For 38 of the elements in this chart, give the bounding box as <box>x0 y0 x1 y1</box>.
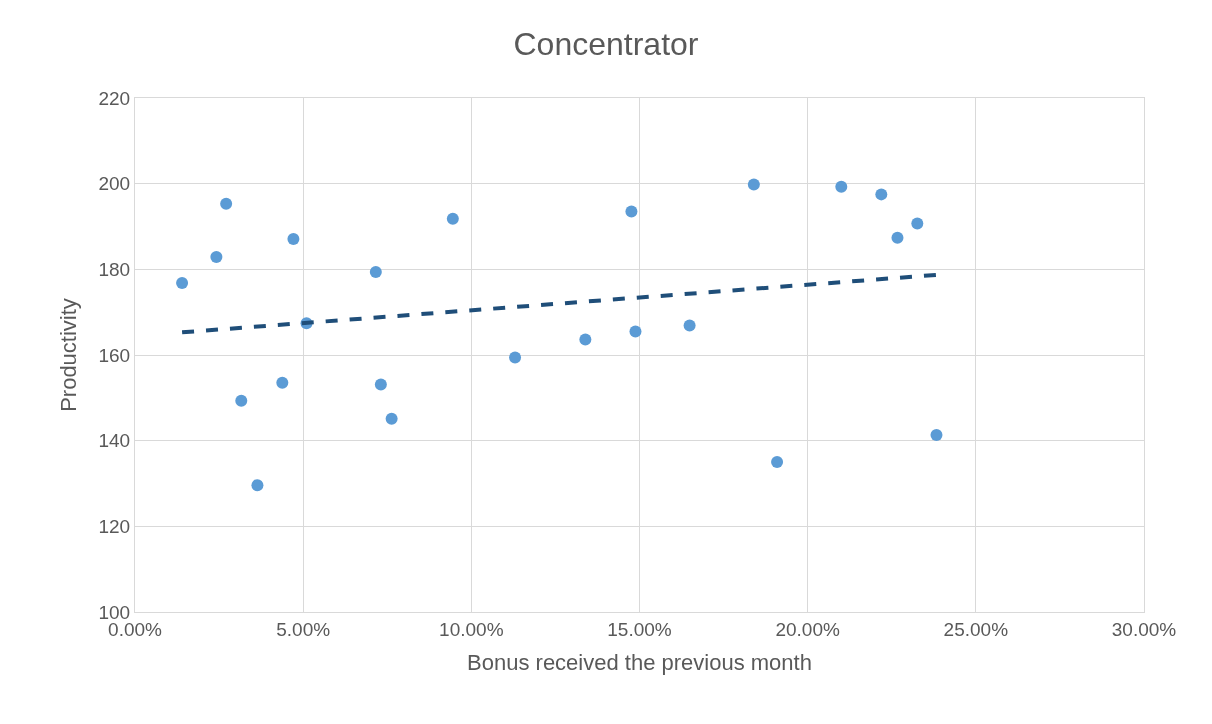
point <box>629 325 642 338</box>
point <box>276 376 289 389</box>
y-tick-label: 140 <box>98 430 131 452</box>
point <box>771 456 784 469</box>
point <box>287 232 300 245</box>
point <box>835 180 848 193</box>
point <box>625 205 638 218</box>
point <box>369 265 382 278</box>
x-axis-title: Bonus received the previous month <box>467 649 812 675</box>
point <box>683 319 696 332</box>
y-tick-label: 120 <box>98 515 131 537</box>
point <box>875 188 888 201</box>
y-tick-label: 180 <box>98 258 131 280</box>
chart-title: Concentrator <box>513 25 699 62</box>
point <box>176 277 189 290</box>
point <box>385 412 398 425</box>
point <box>747 178 760 191</box>
point <box>930 429 943 442</box>
y-tick-label: 160 <box>98 344 131 366</box>
x-tick-label: 15.00% <box>607 618 672 640</box>
point <box>891 231 904 244</box>
point <box>251 479 264 492</box>
point <box>220 197 233 210</box>
point <box>210 250 223 263</box>
point <box>374 378 387 391</box>
point <box>235 394 248 407</box>
point <box>446 212 459 225</box>
y-tick-label: 220 <box>98 87 131 109</box>
point <box>911 217 924 230</box>
x-tick-label: 10.00% <box>439 618 504 640</box>
x-tick-label: 25.00% <box>943 618 1009 640</box>
point <box>579 333 592 346</box>
y-axis-title: Productivity <box>56 298 82 412</box>
x-tick-label: 5.00% <box>276 618 331 640</box>
point <box>509 351 522 364</box>
x-tick-label: 30.00% <box>1111 618 1177 640</box>
x-tick-label: 20.00% <box>775 618 840 640</box>
y-tick-label: 200 <box>98 173 131 195</box>
